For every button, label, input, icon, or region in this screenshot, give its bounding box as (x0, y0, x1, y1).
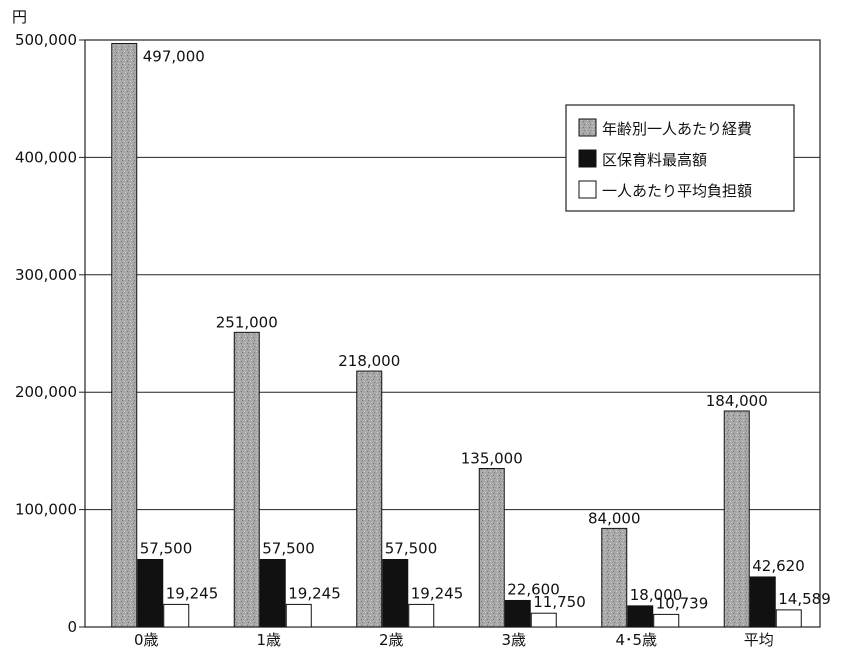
data-label-avg-burden: 11,750 (533, 593, 586, 611)
data-labels: 497,000 57,500 19,245 251,000 57,500 19,245 21… (140, 48, 831, 613)
data-label-max-fee: 42,620 (752, 557, 805, 575)
bar-avg-burden (775, 609, 802, 628)
bar-per-child-cost (478, 468, 505, 628)
data-label-max-fee: 22,600 (507, 580, 560, 598)
bar-avg-burden (285, 603, 312, 628)
x-axis: 0歳 1歳 2歳 3歳 4･5歳 平均 (134, 631, 774, 647)
x-category-label: 4･5歳 (615, 631, 657, 647)
bar-avg-burden (163, 603, 190, 628)
y-tick-label: 0 (67, 618, 77, 636)
data-label-avg-burden: 19,245 (288, 584, 341, 602)
x-category-label: 2歳 (379, 631, 404, 647)
legend-swatch-avg-burden (578, 180, 597, 199)
bars (111, 43, 802, 628)
bar-per-child-cost (601, 527, 628, 628)
bar-max-fee (504, 599, 531, 628)
y-axis: 0 100,000 200,000 300,000 400,000 500,000 (15, 31, 85, 636)
legend-swatch-per-child-cost (578, 118, 597, 137)
data-label-per-child-cost: 497,000 (143, 48, 205, 66)
y-unit-label: 円 (12, 8, 27, 26)
bar-max-fee (382, 558, 409, 628)
data-label-avg-burden: 10,739 (656, 594, 709, 612)
bar-per-child-cost (723, 410, 750, 628)
x-category-label: 3歳 (501, 631, 526, 647)
y-tick-label: 100,000 (15, 501, 77, 519)
bar-avg-burden (653, 613, 680, 628)
bar-max-fee (627, 605, 654, 628)
data-label-max-fee: 57,500 (140, 539, 193, 557)
bar-avg-burden (530, 612, 557, 628)
data-label-per-child-cost: 184,000 (706, 392, 768, 410)
x-category-label: 1歳 (256, 631, 281, 647)
data-label-per-child-cost: 84,000 (588, 509, 641, 527)
data-label-per-child-cost: 218,000 (338, 352, 400, 370)
x-category-label: 0歳 (134, 631, 159, 647)
y-tick-label: 400,000 (15, 148, 77, 166)
legend-label-max-fee: 区保育料最高額 (602, 151, 707, 169)
data-label-max-fee: 18,000 (630, 586, 683, 604)
bar-per-child-cost (356, 370, 383, 628)
legend-box (565, 104, 795, 212)
data-label-max-fee: 57,500 (262, 539, 315, 557)
legend-label-per-child-cost: 年齢別一人あたり経費 (602, 120, 752, 138)
bar-per-child-cost (111, 43, 138, 628)
bar-per-child-cost (233, 331, 260, 628)
x-category-label: 平均 (744, 631, 774, 647)
data-label-per-child-cost: 251,000 (216, 313, 278, 331)
data-label-per-child-cost: 135,000 (461, 450, 523, 468)
bar-max-fee (749, 576, 776, 628)
y-tick-label: 200,000 (15, 383, 77, 401)
y-tick-label: 500,000 (15, 31, 77, 49)
bar-avg-burden (408, 603, 435, 628)
data-label-avg-burden: 19,245 (411, 584, 464, 602)
legend-swatch-max-fee (578, 149, 597, 168)
bar-max-fee (259, 558, 286, 628)
bar-max-fee (137, 558, 164, 628)
data-label-max-fee: 57,500 (385, 539, 438, 557)
data-label-avg-burden: 19,245 (166, 584, 219, 602)
y-tick-label: 300,000 (15, 266, 77, 284)
data-label-avg-burden: 14,589 (778, 590, 831, 608)
legend-label-avg-burden: 一人あたり平均負担額 (602, 182, 752, 200)
